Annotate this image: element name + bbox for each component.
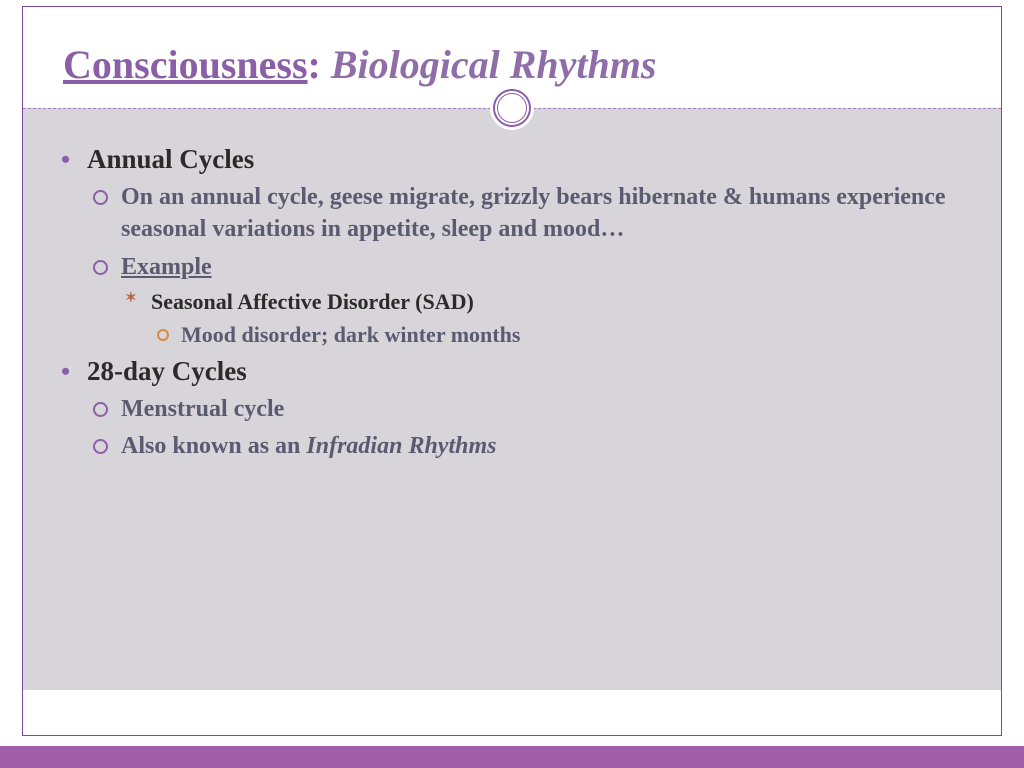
bullet-list-lvl2: On an annual cycle, geese migrate, grizz… xyxy=(87,181,969,350)
slide-title: Consciousness: Biological Rhythms xyxy=(63,41,961,88)
list-item: 28-day Cycles Menstrual cycle Also known… xyxy=(55,356,969,463)
body-text: Mood disorder; dark winter months xyxy=(181,322,520,347)
circle-decoration xyxy=(490,86,534,130)
circle-outer xyxy=(493,89,531,127)
title-underline-part: Consciousness xyxy=(63,42,308,87)
heading-text: 28-day Cycles xyxy=(87,356,247,386)
bullet-list-lvl2: Menstrual cycle Also known as an Infradi… xyxy=(87,393,969,463)
list-item: Menstrual cycle xyxy=(87,393,969,425)
list-item: Also known as an Infradian Rhythms xyxy=(87,430,969,462)
list-item: On an annual cycle, geese migrate, grizz… xyxy=(87,181,969,246)
body-text: Also known as an xyxy=(121,433,306,459)
bullet-list-lvl1: Annual Cycles On an annual cycle, geese … xyxy=(55,144,969,462)
bullet-list-lvl3: Seasonal Affective Disorder (SAD) Mood d… xyxy=(121,287,969,349)
title-italic-part: Biological Rhythms xyxy=(321,42,657,87)
bullet-list-lvl4: Mood disorder; dark winter months xyxy=(151,320,969,350)
circle-inner xyxy=(497,93,527,123)
slide-frame: Consciousness: Biological Rhythms Annual… xyxy=(22,6,1002,736)
body-text: Menstrual cycle xyxy=(121,396,284,422)
bottom-accent-bar xyxy=(0,746,1024,768)
list-item: Example Seasonal Affective Disorder (SAD… xyxy=(87,251,969,350)
example-label: Example xyxy=(121,254,212,280)
body-text: Seasonal Affective Disorder (SAD) xyxy=(151,289,474,314)
body-text-italic: Infradian Rhythms xyxy=(306,433,496,459)
list-item: Annual Cycles On an annual cycle, geese … xyxy=(55,144,969,350)
list-item: Seasonal Affective Disorder (SAD) Mood d… xyxy=(121,287,969,349)
list-item: Mood disorder; dark winter months xyxy=(151,320,969,350)
heading-text: Annual Cycles xyxy=(87,144,254,174)
title-colon: : xyxy=(308,42,321,87)
content-area: Annual Cycles On an annual cycle, geese … xyxy=(23,108,1001,690)
body-text: On an annual cycle, geese migrate, grizz… xyxy=(121,184,946,242)
